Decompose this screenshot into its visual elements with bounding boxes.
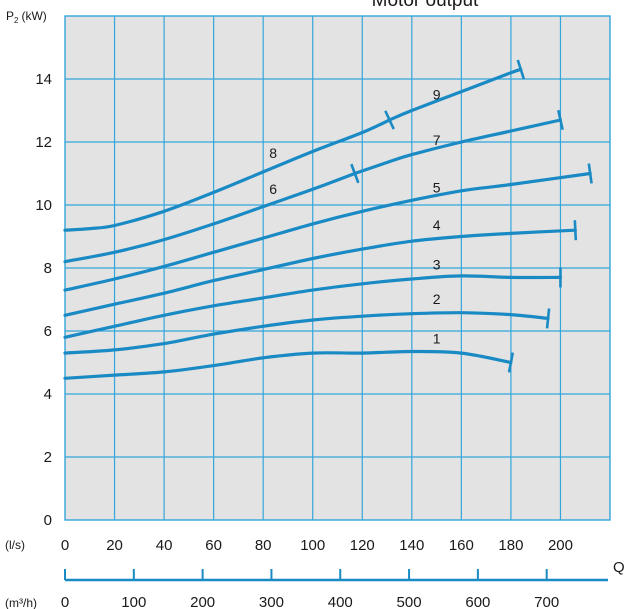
curve-1-end-marker [507, 352, 515, 373]
secondary-x-tick-label: 600 [465, 594, 490, 609]
curve-label-7: 7 [433, 132, 441, 148]
secondary-x-axis [64, 569, 608, 582]
plot-frame [64, 15, 611, 521]
y-tick-label: 4 [44, 386, 52, 403]
curve-6 [63, 171, 357, 264]
x-tick-label: 20 [106, 537, 123, 554]
y-tick-label: 12 [35, 134, 52, 151]
chart-title: Motor output [372, 0, 479, 11]
curve-1 [63, 349, 513, 380]
curve-label-2: 2 [433, 291, 441, 307]
curve-7 [353, 118, 563, 176]
y-axis-unit: (kW) [21, 9, 46, 23]
curve-2-end-marker [545, 308, 551, 329]
secondary-x-unit-label: (m³/h) [5, 596, 37, 609]
y-axis-label: P2 (kW) [6, 9, 47, 25]
curve-5 [63, 171, 592, 292]
secondary-x-tick-label: 700 [534, 594, 559, 609]
y-tick-labels: 0 2 4 6 8 10 12 14 [35, 71, 52, 529]
x-tick-label: 160 [449, 537, 474, 554]
curve-4 [63, 228, 577, 317]
y-tick-label: 14 [35, 71, 52, 88]
curve-label-3: 3 [433, 257, 441, 273]
curve-7-end-marker [557, 109, 564, 130]
secondary-x-tick-label: 200 [190, 594, 215, 609]
x-tick-label: 60 [205, 537, 222, 554]
secondary-x-tick-label: 100 [121, 594, 146, 609]
y-axis-subscript: 2 [14, 16, 19, 25]
curve-4-end-marker [573, 220, 578, 241]
secondary-x-tick-label: 300 [259, 594, 284, 609]
curve-label-4: 4 [433, 217, 441, 233]
curve-2 [63, 311, 550, 355]
x-tick-label: 200 [548, 537, 573, 554]
secondary-x-tick-label: 0 [61, 594, 69, 609]
secondary-x-tick-label: 400 [328, 594, 353, 609]
x-tick-labels: 0 20 40 60 80 100 120 140 160 180 200 [61, 537, 573, 554]
power-curves [63, 59, 593, 380]
secondary-x-tick-label: 500 [397, 594, 422, 609]
curve-9-end-marker [516, 59, 526, 80]
y-tick-label: 0 [44, 512, 52, 529]
curve-label-8: 8 [269, 145, 277, 161]
x-axis-label: Q [613, 559, 625, 576]
curve-label-1: 1 [433, 331, 441, 347]
x-tick-label: 120 [350, 537, 375, 554]
curve-label-9: 9 [433, 86, 441, 102]
x-tick-label: 40 [156, 537, 173, 554]
curve-label-5: 5 [433, 179, 441, 195]
secondary-x-tick-labels: 0 100 200 300 400 500 600 700 [61, 594, 559, 609]
y-tick-label: 6 [44, 323, 52, 340]
x-tick-label: 100 [300, 537, 325, 554]
curve-9 [387, 67, 523, 122]
x-unit-label: (l/s) [5, 538, 25, 552]
y-tick-label: 10 [35, 197, 52, 214]
curve-label-6: 6 [269, 181, 277, 197]
x-tick-label: 140 [399, 537, 424, 554]
curve-labels: 1 2 3 4 5 6 7 8 9 [269, 86, 441, 346]
curve-5-end-marker [587, 163, 593, 184]
x-tick-label: 180 [498, 537, 523, 554]
x-tick-label: 80 [255, 537, 272, 554]
x-tick-label: 0 [61, 537, 69, 554]
curve-8 [63, 118, 392, 232]
y-tick-label: 2 [44, 449, 52, 466]
curve-3 [63, 274, 563, 339]
y-axis-symbol: P [6, 9, 14, 23]
y-tick-label: 8 [44, 260, 52, 277]
